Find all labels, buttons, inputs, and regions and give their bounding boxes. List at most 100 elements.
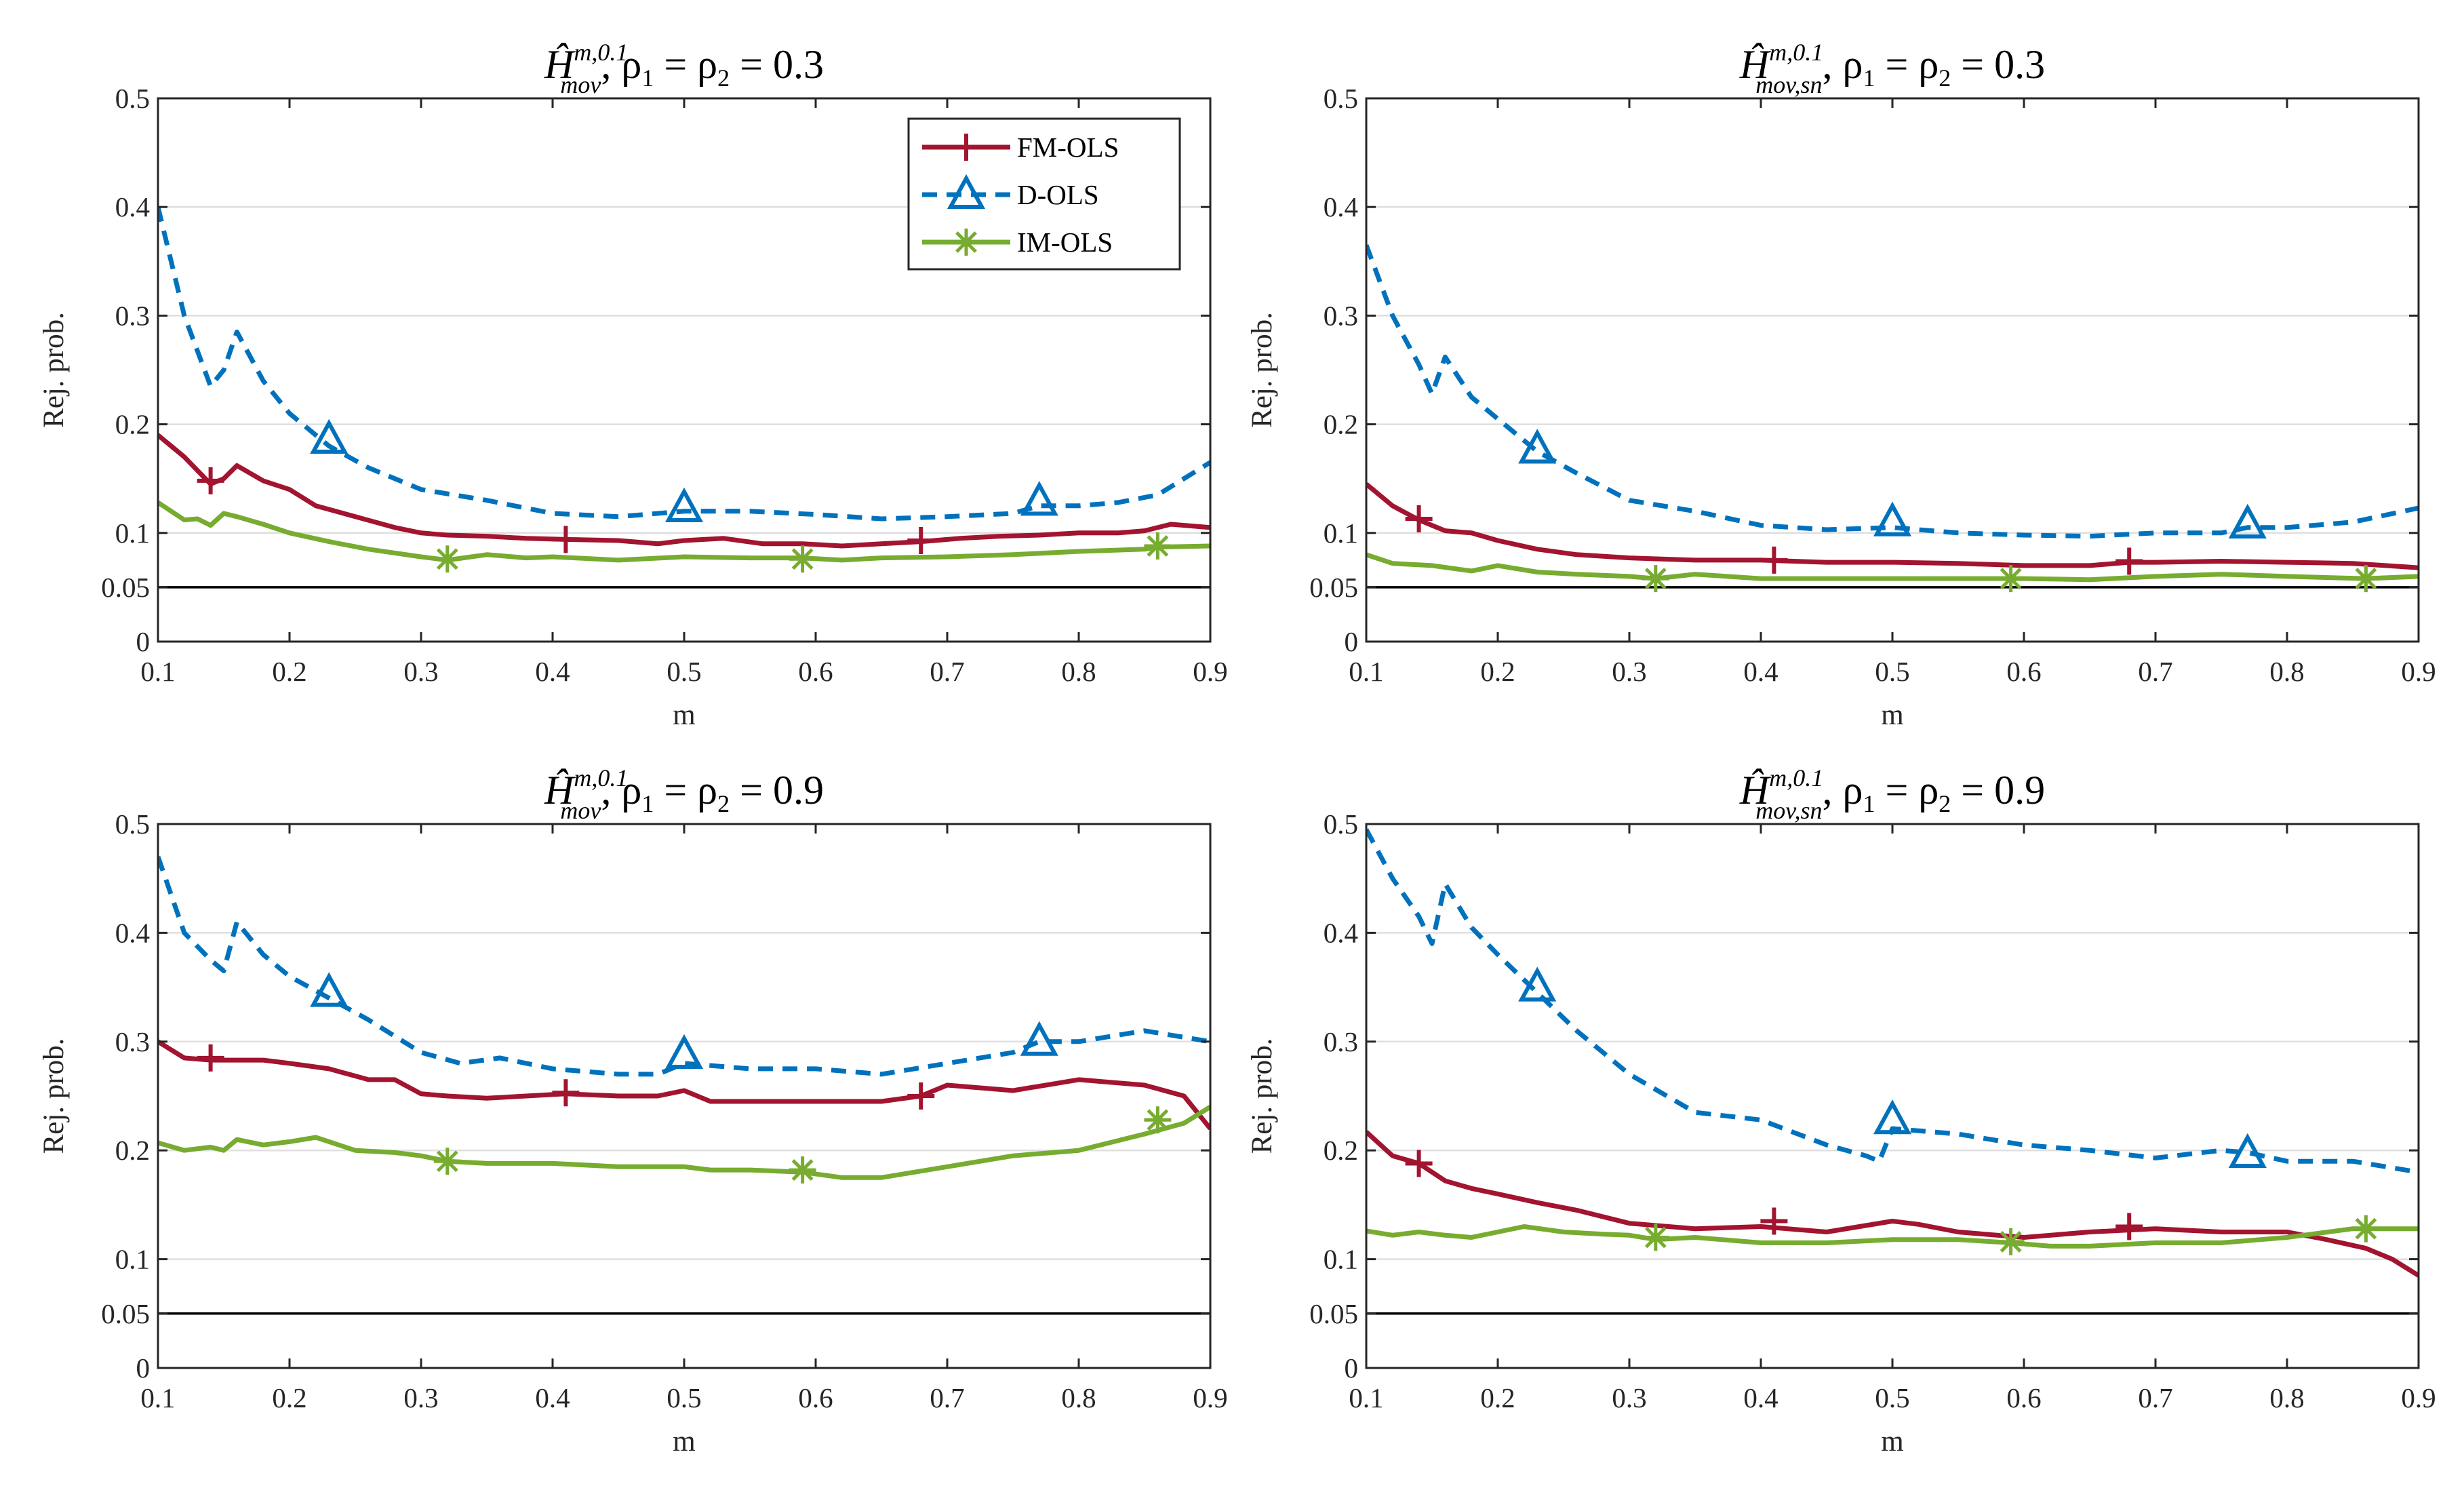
x-tick-label: 0.7 bbox=[930, 656, 964, 687]
chart-title: Ĥm,0.1 mov, ρ1 = ρ2 = 0.9 bbox=[544, 764, 824, 824]
title-equals: = ρ bbox=[1875, 42, 1939, 87]
y-tick-label: 0.1 bbox=[1324, 1244, 1358, 1275]
marker-fm-ols bbox=[197, 467, 224, 494]
title-rho: , ρ bbox=[1823, 768, 1863, 812]
chart-title: Ĥm,0.1 mov,sn, ρ1 = ρ2 = 0.3 bbox=[1739, 39, 2045, 98]
x-axis-label: m bbox=[673, 1426, 695, 1457]
x-tick-label: 0.2 bbox=[272, 656, 306, 687]
x-tick-label: 0.3 bbox=[1612, 656, 1646, 687]
chart-title: Ĥm,0.1 mov, ρ1 = ρ2 = 0.3 bbox=[544, 39, 824, 98]
y-axis-label: Rej. prob. bbox=[1246, 312, 1278, 428]
y-tick-label: 0.2 bbox=[115, 409, 150, 440]
title-subscript: mov,sn bbox=[1755, 71, 1822, 98]
legend-label-d-ols: D-OLS bbox=[1017, 179, 1099, 210]
marker-fm-ols bbox=[1760, 546, 1788, 574]
marker-im-ols bbox=[2352, 565, 2380, 593]
title-value: = 0.3 bbox=[730, 42, 824, 87]
y-tick-label: 0.5 bbox=[115, 83, 150, 114]
series-line-d-ols bbox=[1366, 244, 2419, 539]
title-superscript: m,0.1 bbox=[574, 764, 628, 791]
x-tick-label: 0.2 bbox=[1480, 1382, 1515, 1413]
title-superscript: m,0.1 bbox=[574, 39, 628, 66]
y-tick-label: 0.05 bbox=[1309, 1298, 1358, 1329]
series-line-d-ols bbox=[158, 206, 1210, 522]
title-rho: , ρ bbox=[1823, 42, 1863, 87]
y-tick-label: 0.2 bbox=[1324, 409, 1358, 440]
chart-panel-3: 0.1 0.2 0.3 0.4 0.5 0.6 0.7 0.8 0.9 0 0.05 0.1 0.2 0.… bbox=[38, 764, 1228, 1457]
marker-fm-ols bbox=[907, 1082, 935, 1110]
x-tick-label: 0.8 bbox=[2269, 656, 2304, 687]
title-superscript: m,0.1 bbox=[1769, 764, 1823, 791]
marker-d-ols bbox=[310, 972, 349, 1007]
marker-d-ols bbox=[1873, 1099, 1912, 1135]
y-tick-label: 0.5 bbox=[1324, 808, 1358, 840]
x-tick-label: 0.3 bbox=[403, 1382, 438, 1413]
y-tick-label: 0.5 bbox=[115, 808, 150, 840]
series-line-d-ols bbox=[1366, 828, 2419, 1175]
title-equals: = ρ bbox=[654, 768, 717, 812]
y-tick-label: 0.1 bbox=[115, 517, 150, 549]
series-line-fm-ols bbox=[1366, 1130, 2419, 1278]
marker-d-ols bbox=[664, 487, 704, 522]
title-subscript: mov bbox=[560, 797, 601, 824]
y-tick-label: 0 bbox=[136, 1352, 151, 1384]
marker-im-ols bbox=[1144, 532, 1172, 560]
x-tick-label: 0.9 bbox=[2401, 1382, 2436, 1413]
marker-im-ols bbox=[1144, 1106, 1172, 1134]
marker-fm-ols bbox=[1405, 1150, 1433, 1177]
x-tick-label: 0.8 bbox=[1061, 656, 1096, 687]
marker-im-ols bbox=[433, 545, 461, 573]
legend-label-fm-ols: FM-OLS bbox=[1017, 132, 1119, 163]
y-tick-label: 0.4 bbox=[1324, 191, 1358, 222]
x-tick-label: 0.6 bbox=[798, 1382, 833, 1413]
title-rho2: 2 bbox=[1939, 790, 1951, 817]
y-tick-label: 0.2 bbox=[1324, 1135, 1358, 1166]
x-tick-label: 0.3 bbox=[1612, 1382, 1646, 1413]
y-tick-label: 0.3 bbox=[115, 300, 150, 331]
x-tick-label: 0.1 bbox=[1349, 656, 1383, 687]
x-tick-label: 0.7 bbox=[930, 1382, 964, 1413]
marker-d-ols bbox=[1518, 966, 1557, 1002]
x-tick-label: 0.5 bbox=[1875, 1382, 1909, 1413]
x-axis-label: m bbox=[1881, 1426, 1903, 1457]
x-tick-label: 0.5 bbox=[667, 1382, 701, 1413]
y-tick-label: 0 bbox=[136, 626, 151, 657]
series-line-fm-ols bbox=[158, 433, 1210, 549]
series-line-im-ols bbox=[1366, 1224, 2419, 1249]
marker-fm-ols bbox=[552, 526, 580, 553]
legend-marker-fm-ols bbox=[953, 134, 980, 161]
x-tick-label: 0.7 bbox=[2138, 1382, 2172, 1413]
title-rho: , ρ bbox=[601, 42, 641, 87]
marker-fm-ols bbox=[907, 527, 935, 555]
title-superscript: m,0.1 bbox=[1769, 39, 1823, 66]
title-equals: = ρ bbox=[1875, 768, 1939, 812]
chart-title: Ĥm,0.1 mov,sn, ρ1 = ρ2 = 0.9 bbox=[1739, 764, 2045, 824]
title-stat: Ĥ bbox=[1739, 42, 1772, 87]
x-tick-label: 0.2 bbox=[272, 1382, 306, 1413]
marker-fm-ols bbox=[2115, 1213, 2143, 1240]
y-tick-label: 0 bbox=[1345, 1352, 1359, 1384]
series-line-d-ols bbox=[158, 855, 1210, 1077]
legend: FM-OLS D-OLS IM-OLS bbox=[907, 117, 1181, 271]
x-tick-label: 0.6 bbox=[798, 656, 833, 687]
x-axis-label: m bbox=[673, 699, 695, 731]
marker-fm-ols bbox=[2115, 547, 2143, 575]
x-tick-label: 0.9 bbox=[1193, 1382, 1227, 1413]
marker-im-ols bbox=[1642, 1223, 1669, 1251]
x-tick-label: 0.1 bbox=[140, 656, 175, 687]
marker-im-ols bbox=[789, 545, 816, 573]
marker-im-ols bbox=[1997, 1228, 2025, 1255]
x-tick-label: 0.8 bbox=[2269, 1382, 2304, 1413]
title-rho1: 1 bbox=[1863, 64, 1875, 92]
y-tick-label: 0 bbox=[1345, 626, 1359, 657]
marker-d-ols bbox=[1518, 429, 1557, 464]
y-tick-label: 0.2 bbox=[115, 1135, 150, 1166]
title-rho2: 2 bbox=[717, 790, 730, 817]
x-tick-label: 0.9 bbox=[1193, 656, 1227, 687]
x-tick-label: 0.4 bbox=[535, 1382, 570, 1413]
x-tick-label: 0.1 bbox=[140, 1382, 175, 1413]
y-tick-label: 0.3 bbox=[1324, 300, 1358, 331]
title-stat: Ĥ bbox=[544, 42, 576, 87]
x-tick-label: 0.5 bbox=[667, 656, 701, 687]
marker-im-ols bbox=[1642, 565, 1669, 593]
